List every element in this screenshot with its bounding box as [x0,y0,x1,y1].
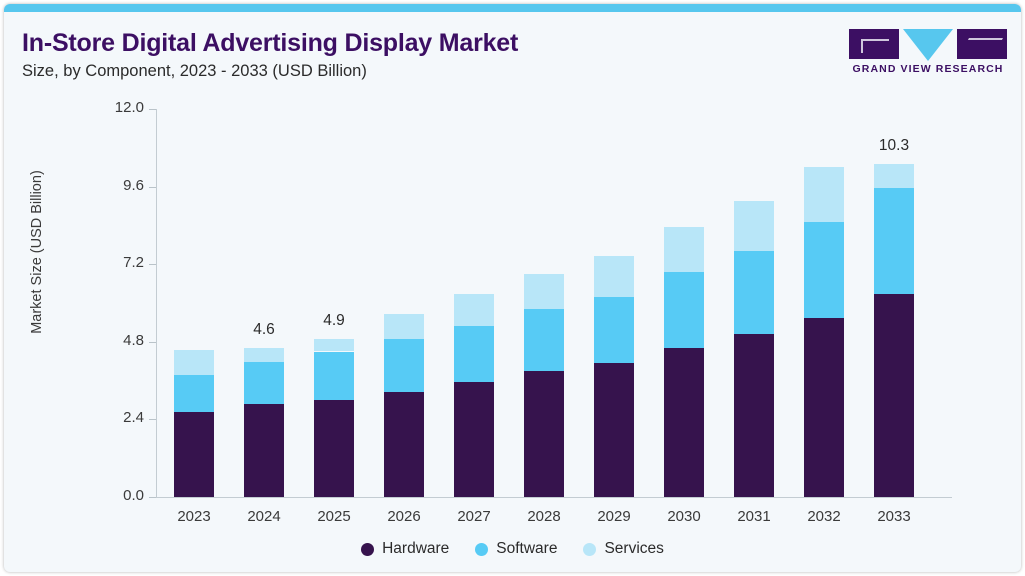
y-axis-tick-label: 4.8 [123,331,144,349]
y-axis-tick-label: 9.6 [123,176,144,194]
x-axis-tick-label: 2026 [387,508,421,525]
grand-view-research-logo: GRAND VIEW RESEARCH [849,29,1007,77]
bar-segment-services[interactable] [384,313,424,339]
bar-segment-hardware[interactable] [454,382,494,497]
bar-segment-software[interactable] [874,187,914,295]
accent-top-bar [4,4,1021,12]
logo-left-block-icon [849,29,899,59]
y-axis-tick-mark [149,341,156,343]
legend-swatch-icon [583,542,597,556]
x-axis-line [156,497,952,498]
x-axis-tick-label: 2024 [247,508,281,525]
x-axis-tick-label: 2031 [737,508,771,525]
bar-value-label: 4.9 [323,311,345,329]
bar-segment-software[interactable] [804,222,844,318]
bar-segment-services[interactable] [454,293,494,326]
y-axis-tick-label: 7.2 [123,254,144,272]
legend-swatch-icon [475,542,489,556]
y-axis-tick-mark [149,419,156,421]
bar-segment-hardware[interactable] [384,391,424,497]
bar-segment-hardware[interactable] [524,370,564,497]
bar-segment-hardware[interactable] [734,333,774,497]
x-axis-tick-label: 2033 [877,508,911,525]
legend-label: Services [604,540,664,557]
logo-marks [849,29,1007,61]
x-axis-tick-label: 2030 [667,508,701,525]
x-axis-tick-label: 2027 [457,508,491,525]
legend-item-services[interactable]: Services [583,540,664,558]
logo-brand-text: GRAND VIEW RESEARCH [852,63,1004,75]
page-subtitle: Size, by Component, 2023 - 2033 (USD Bil… [22,62,367,80]
bar-segment-hardware[interactable] [174,411,214,497]
y-axis-tick-mark [149,186,156,188]
bar-segment-services[interactable] [174,349,214,375]
bar-segment-software[interactable] [314,351,354,400]
bar-segment-software[interactable] [664,272,704,349]
bar-segment-services[interactable] [734,201,774,252]
bar-segment-services[interactable] [524,273,564,310]
bar-segment-services[interactable] [874,163,914,188]
x-axis-tick-label: 2025 [317,508,351,525]
y-axis-tick-mark [149,109,156,110]
logo-right-block-icon [957,29,1007,59]
bar-segment-software[interactable] [594,296,634,363]
legend-label: Hardware [382,540,450,557]
bar-segment-software[interactable] [454,325,494,383]
bar-segment-hardware[interactable] [664,348,704,497]
x-axis-tick-label: 2032 [807,508,841,525]
y-axis-tick-label: 2.4 [123,409,144,427]
bar-segment-software[interactable] [734,251,774,334]
page-title: In-Store Digital Advertising Display Mar… [22,29,519,57]
legend-item-software[interactable]: Software [475,540,557,558]
bar-value-label: 4.6 [253,321,275,339]
legend-label: Software [496,540,558,557]
bar-segment-software[interactable] [384,338,424,392]
y-axis-tick-mark [149,497,156,498]
bar-segment-hardware[interactable] [804,317,844,497]
chart-plot-area: Market Size (USD Billion) 0.0 2.4 4.8 7.2 9.… [4,4,1021,572]
bar-segment-services[interactable] [314,338,354,352]
legend-swatch-icon [361,542,375,556]
bar-segment-services[interactable] [244,348,284,363]
bar-segment-hardware[interactable] [314,400,354,497]
bar-segment-software[interactable] [524,309,564,371]
y-axis-tick-mark [149,264,156,266]
y-axis-line [156,109,157,498]
logo-triangle-icon [903,29,953,61]
bar-segment-hardware[interactable] [594,362,634,497]
bar-value-label: 10.3 [878,136,910,154]
y-axis-title: Market Size (USD Billion) [29,170,45,334]
y-axis-tick-label: 12.0 [114,99,144,116]
bar-segment-software[interactable] [244,362,284,405]
legend-item-hardware[interactable]: Hardware [361,540,449,558]
y-axis-tick-label: 0.0 [123,487,144,504]
bar-segment-services[interactable] [664,227,704,273]
x-axis-tick-label: 2023 [177,508,211,525]
x-axis-tick-label: 2028 [527,508,561,525]
bar-segment-services[interactable] [804,167,844,223]
bar-segment-hardware[interactable] [244,404,284,497]
bar-segment-software[interactable] [174,374,214,412]
x-axis-tick-label: 2029 [597,508,631,525]
chart-legend: Hardware Software Services [4,540,1021,558]
bar-segment-hardware[interactable] [874,294,914,497]
bar-segment-services[interactable] [594,256,634,297]
chart-card: In-Store Digital Advertising Display Mar… [4,4,1021,572]
